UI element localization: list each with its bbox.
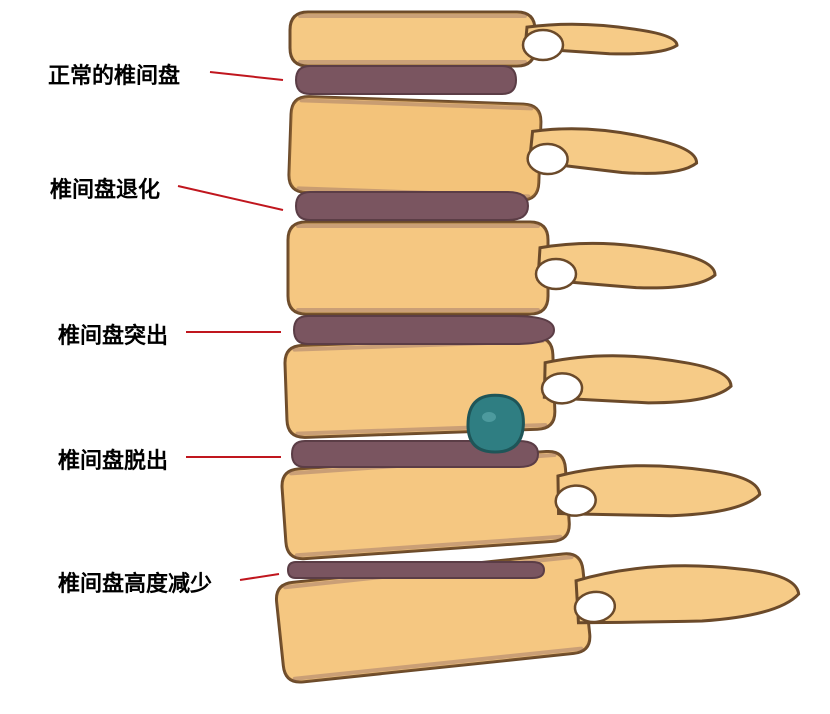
label-bulge: 椎间盘突出: [58, 318, 168, 350]
label-thin: 椎间盘高度减少: [58, 566, 212, 598]
disc-d1: [296, 66, 516, 94]
vertebra-2: [288, 222, 715, 314]
herniation-blob: [468, 395, 523, 452]
spine-diagram: [0, 0, 830, 714]
leader-line-normal: [210, 72, 283, 80]
label-degenerate: 椎间盘退化: [50, 172, 160, 204]
leader-line-degenerate: [178, 186, 283, 210]
disc-d2: [296, 192, 528, 220]
vertebra-0: [290, 12, 677, 66]
vertebra-1: [288, 96, 698, 206]
label-herniate: 椎间盘脱出: [58, 443, 168, 475]
disc-d3: [294, 316, 554, 344]
disc-d5: [288, 562, 544, 578]
label-normal: 正常的椎间盘: [48, 58, 180, 90]
leader-line-thin: [240, 574, 279, 580]
